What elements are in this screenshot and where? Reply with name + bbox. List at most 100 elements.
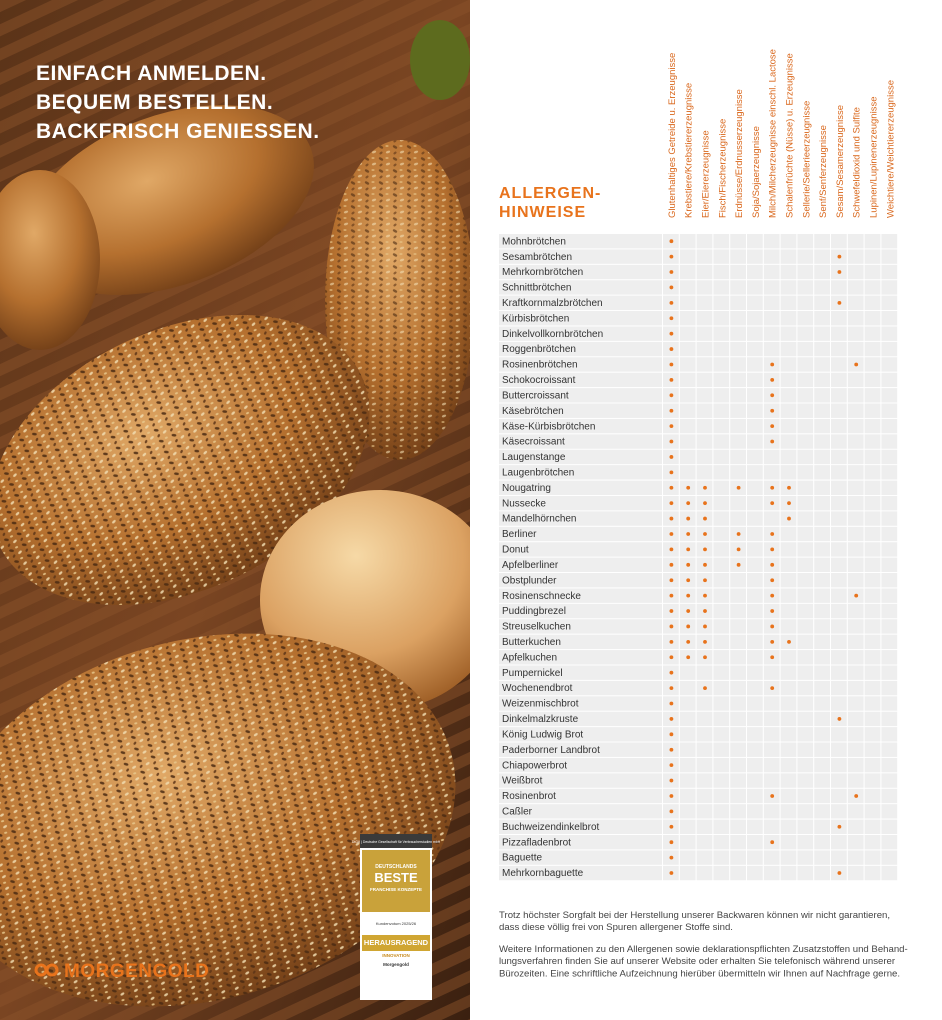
allergen-dot — [703, 624, 707, 629]
allergen-dot — [669, 778, 674, 783]
table-row: Obstplunder — [499, 573, 898, 588]
cell — [730, 788, 746, 804]
row-name: Laugenbrötchen — [502, 467, 574, 478]
table-row: Laugenstange — [499, 449, 898, 465]
row-name-cell — [499, 249, 662, 264]
cell — [881, 434, 898, 449]
cell — [881, 403, 898, 418]
column-header: Weichtiere/Weichtiererzeugnisse — [885, 80, 896, 218]
cell — [814, 773, 830, 788]
cell — [881, 757, 898, 773]
cell — [797, 742, 814, 757]
allergen-dot — [686, 639, 691, 644]
cell — [730, 495, 746, 511]
allergen-dot — [669, 316, 674, 321]
cell — [679, 264, 696, 280]
cell — [797, 449, 814, 465]
cell — [763, 280, 780, 295]
table-row: Buchweizendinkelbrot — [499, 819, 898, 834]
cell — [713, 619, 730, 634]
cell — [881, 696, 898, 711]
cell — [814, 834, 830, 850]
cell — [881, 295, 898, 311]
allergen-dot — [686, 655, 691, 660]
allergen-dot — [703, 516, 707, 521]
cell — [881, 388, 898, 403]
row-name: Dinkelmalzkruste — [502, 714, 579, 725]
cell — [696, 434, 713, 449]
badge-line: DEUTSCHLANDS — [375, 864, 417, 870]
cell — [797, 757, 814, 773]
cell — [881, 850, 898, 865]
cell — [881, 449, 898, 465]
cell — [797, 526, 814, 542]
cell — [730, 295, 746, 311]
allergen-dot — [770, 639, 775, 644]
cell — [814, 311, 830, 326]
allergen-dot — [669, 871, 674, 875]
cell — [679, 403, 696, 418]
cell — [864, 234, 881, 249]
allergen-dot — [770, 593, 775, 598]
cell — [797, 326, 814, 341]
cell — [831, 619, 847, 634]
cell — [713, 388, 730, 403]
cell — [696, 742, 713, 757]
section-title: HINWEISE — [499, 204, 586, 221]
allergen-dot — [703, 593, 707, 598]
cell — [747, 588, 763, 603]
cell — [713, 804, 730, 819]
cell — [847, 742, 864, 757]
cell — [864, 495, 881, 511]
cell — [831, 850, 847, 865]
cell — [831, 495, 847, 511]
cell — [713, 418, 730, 434]
cell — [847, 834, 864, 850]
cell — [730, 418, 746, 434]
cell — [780, 234, 797, 249]
cell — [814, 295, 830, 311]
cell — [696, 311, 713, 326]
cell — [679, 434, 696, 449]
cell — [814, 573, 830, 588]
cell — [696, 234, 713, 249]
cell — [864, 603, 881, 619]
cell — [814, 603, 830, 619]
cell — [763, 264, 780, 280]
cell — [679, 757, 696, 773]
row-name: Schokocroissant — [502, 375, 576, 386]
cell — [780, 680, 797, 696]
cell — [747, 326, 763, 341]
cell — [747, 804, 763, 819]
logo-icon — [45, 963, 59, 977]
cell — [864, 341, 881, 357]
cell — [814, 727, 830, 742]
cell — [696, 665, 713, 680]
table-row: Puddingbrezel — [499, 603, 898, 619]
cell — [763, 711, 780, 727]
cell — [679, 418, 696, 434]
cell — [831, 727, 847, 742]
cell — [730, 819, 746, 834]
cell — [780, 603, 797, 619]
row-name-cell — [499, 850, 662, 865]
cell — [881, 249, 898, 264]
cell — [847, 511, 864, 526]
row-name: Apfelkuchen — [502, 652, 557, 663]
cell — [747, 680, 763, 696]
cell — [847, 495, 864, 511]
row-name: Nussecke — [502, 498, 546, 509]
cell — [713, 526, 730, 542]
cell — [679, 865, 696, 881]
cell — [881, 495, 898, 511]
cell — [730, 742, 746, 757]
cell — [763, 449, 780, 465]
slogan-line: BACKFRISCH GENIESSEN. — [36, 120, 320, 143]
table-row: Rosinenbrötchen — [499, 357, 898, 372]
cell — [713, 372, 730, 388]
cell — [679, 234, 696, 249]
allergen-dot — [770, 439, 775, 444]
table-row: Weizenmischbrot — [499, 696, 898, 711]
cell — [679, 834, 696, 850]
cell — [679, 665, 696, 680]
